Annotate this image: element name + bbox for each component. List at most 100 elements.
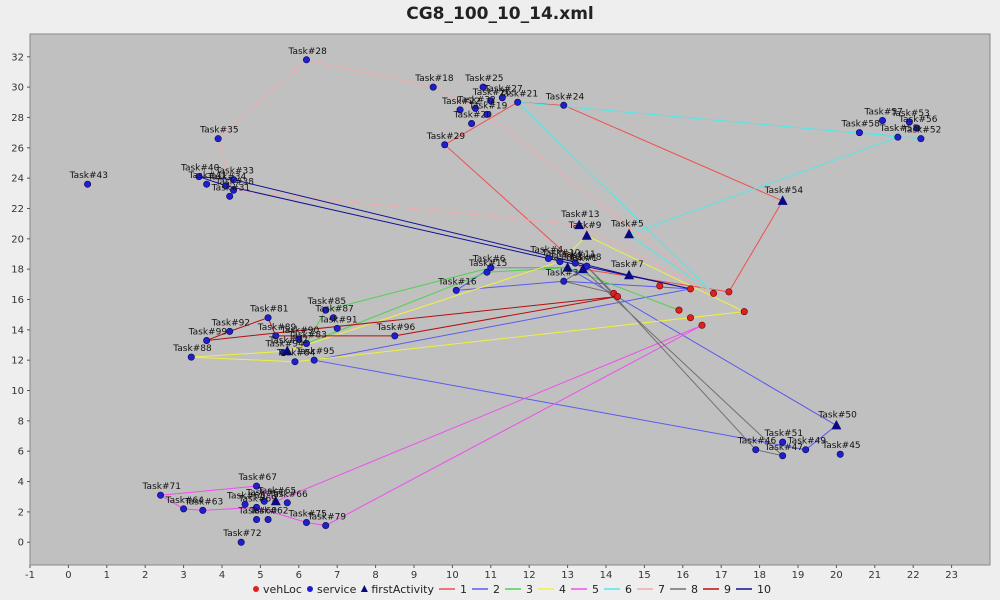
service-label: Task#38: [215, 177, 255, 187]
legend-swatch-vehLoc: [253, 586, 259, 592]
service-point: [222, 182, 230, 190]
x-tick-label: 19: [792, 570, 805, 581]
legend-label-7: 7: [658, 583, 665, 596]
x-tick-label: 20: [830, 570, 843, 581]
service-label: Task#88: [172, 344, 212, 354]
legend-label-service: service: [317, 583, 357, 596]
service-label: Task#27: [483, 85, 522, 95]
service-label: Task#19: [468, 101, 508, 111]
service-point: [203, 180, 211, 188]
x-tick-label: 8: [372, 570, 378, 581]
service-label: Task#16: [437, 277, 477, 287]
service-label: Task#47: [764, 443, 803, 453]
x-tick-label: 11: [484, 570, 497, 581]
service-point: [291, 358, 299, 366]
legend-label-firstActivity: firstActivity: [371, 583, 434, 596]
service-point: [226, 192, 234, 200]
vehicle-location-point: [675, 306, 683, 314]
service-point: [187, 353, 195, 361]
y-tick-label: 4: [18, 477, 24, 488]
service-point: [322, 522, 330, 530]
vehicle-location-point: [710, 289, 718, 297]
service-label: Task#43: [69, 171, 108, 181]
service-label: Task#79: [307, 513, 347, 523]
service-label: Task#28: [287, 47, 327, 57]
service-label: Task#25: [464, 74, 503, 84]
service-point: [429, 83, 437, 91]
y-tick-label: 32: [11, 52, 24, 63]
service-label: Task#26: [472, 88, 512, 98]
service-point: [917, 135, 925, 143]
x-tick-label: 10: [446, 570, 459, 581]
first-activity-label: Task#9: [568, 221, 602, 231]
y-tick-label: 26: [11, 143, 24, 154]
service-label: Task#40: [180, 164, 220, 174]
service-point: [544, 255, 552, 263]
y-tick-label: 12: [11, 356, 24, 367]
x-tick-label: 15: [638, 570, 651, 581]
x-tick-label: 17: [715, 570, 728, 581]
x-tick-label: 16: [676, 570, 689, 581]
legend-swatch-firstActivity: [360, 585, 368, 592]
service-label: Task#96: [376, 323, 416, 333]
x-tick-label: 5: [257, 570, 263, 581]
legend-label-10: 10: [757, 583, 771, 596]
service-label: Task#18: [414, 74, 454, 84]
service-label: Task#10: [541, 249, 581, 259]
service-label: Task#75: [287, 510, 326, 520]
service-point: [468, 120, 476, 128]
service-label: Task#6: [472, 255, 506, 265]
service-label: Task#64: [165, 496, 205, 506]
service-point: [264, 314, 272, 322]
service-label: Task#24: [545, 92, 585, 102]
service-label: Task#31: [211, 183, 250, 193]
route-line-3: [305, 267, 680, 345]
legend-label-3: 3: [526, 583, 533, 596]
service-point: [333, 324, 341, 332]
service-point: [836, 450, 844, 458]
service-label: Task#66: [268, 490, 308, 500]
y-tick-label: 2: [18, 507, 24, 518]
service-point: [322, 306, 330, 314]
first-activity-marker: [282, 345, 293, 356]
service-point: [310, 356, 318, 364]
first-activity-label: Task#82: [268, 336, 307, 346]
first-activity-marker: [624, 269, 635, 280]
service-label: Task#32: [456, 95, 495, 105]
service-label: Task#61: [245, 488, 284, 498]
service-label: Task#8: [568, 253, 602, 263]
first-activity-label: Task#65: [257, 486, 296, 496]
service-label: Task#72: [222, 529, 261, 539]
service-point: [329, 314, 337, 322]
y-tick-label: 0: [18, 538, 24, 549]
service-label: Task#21: [499, 89, 538, 99]
service-label: Task#71: [142, 482, 181, 492]
plot-area: [29, 33, 991, 566]
service-point: [560, 277, 568, 285]
service-point: [560, 101, 568, 109]
first-activity-marker: [831, 419, 842, 430]
service-point: [479, 83, 487, 91]
service-point: [779, 452, 787, 460]
service-point: [84, 180, 92, 188]
service-label: Task#62: [249, 506, 288, 516]
service-label: Task#3: [545, 268, 579, 278]
service-label: Task#94: [264, 340, 304, 350]
first-activity-marker: [270, 495, 281, 506]
legend-label-9: 9: [724, 583, 731, 596]
service-point: [199, 506, 207, 514]
service-point: [483, 268, 491, 276]
service-point: [878, 116, 886, 124]
y-tick-label: 22: [11, 204, 24, 215]
x-tick-label: 18: [753, 570, 766, 581]
service-label: Task#35: [199, 126, 238, 136]
x-tick-label: 2: [142, 570, 148, 581]
vehicle-location-point: [725, 288, 733, 296]
service-point: [302, 339, 310, 347]
x-tick-label: 14: [600, 570, 613, 581]
legend-label-5: 5: [592, 583, 599, 596]
service-point: [894, 133, 902, 141]
vehicle-location-point: [686, 285, 694, 293]
service-label: Task#15: [468, 259, 507, 269]
service-label: Task#4: [529, 246, 563, 256]
